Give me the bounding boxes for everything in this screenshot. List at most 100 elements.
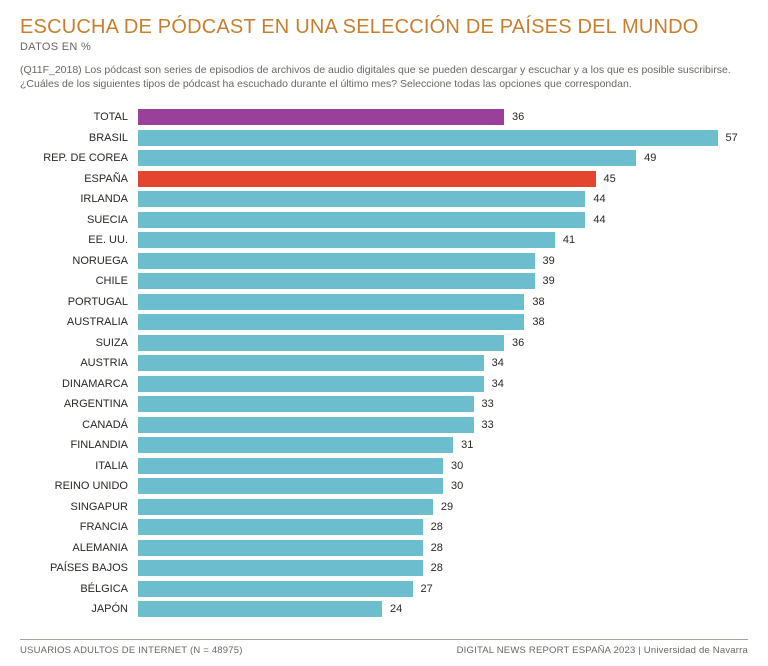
bar-area: 33 <box>138 396 748 412</box>
bar-row: REINO UNIDO 30 <box>20 476 748 496</box>
bar-label: BRASIL <box>20 132 138 144</box>
bar-area: 34 <box>138 376 748 392</box>
bar-label: FRANCIA <box>20 521 138 533</box>
bar <box>138 417 474 433</box>
bar <box>138 130 718 146</box>
bar <box>138 519 423 535</box>
bar-area: 38 <box>138 314 748 330</box>
bar-row: AUSTRIA34 <box>20 353 748 373</box>
bar <box>138 232 555 248</box>
bar-value: 28 <box>431 542 443 554</box>
bar <box>138 150 636 166</box>
bar-value: 33 <box>482 398 494 410</box>
bar-area: 45 <box>138 171 748 187</box>
bar <box>138 355 484 371</box>
bar-value: 38 <box>532 296 544 308</box>
bar-value: 28 <box>431 562 443 574</box>
bar-label: FINLANDIA <box>20 439 138 451</box>
bar-label: PORTUGAL <box>20 296 138 308</box>
bar-area: 34 <box>138 355 748 371</box>
bar-row: REP. DE COREA 49 <box>20 148 748 168</box>
bar-row: SUECIA44 <box>20 210 748 230</box>
bar-row: BRASIL 57 <box>20 128 748 148</box>
bar-area: 39 <box>138 253 748 269</box>
bar <box>138 335 504 351</box>
bar <box>138 458 443 474</box>
bar <box>138 273 535 289</box>
bar-row: FRANCIA 28 <box>20 517 748 537</box>
bar-area: 39 <box>138 273 748 289</box>
bar-area: 29 <box>138 499 748 515</box>
bar-value: 28 <box>431 521 443 533</box>
bar-row: JAPÓN 24 <box>20 599 748 619</box>
bar-label: DINAMARCA <box>20 378 138 390</box>
bar-value: 36 <box>512 337 524 349</box>
bar-label: PAÍSES BAJOS <box>20 562 138 574</box>
bar-label: ITALIA <box>20 460 138 472</box>
bar-value: 29 <box>441 501 453 513</box>
bar <box>138 396 474 412</box>
bar-label: REINO UNIDO <box>20 480 138 492</box>
bar-area: 44 <box>138 191 748 207</box>
bar-value: 44 <box>593 193 605 205</box>
bar-value: 39 <box>543 275 555 287</box>
bar-value: 36 <box>512 111 524 123</box>
bar-area: 33 <box>138 417 748 433</box>
bar <box>138 478 443 494</box>
bar <box>138 560 423 576</box>
bar-label: CHILE <box>20 275 138 287</box>
bar-label: SUIZA <box>20 337 138 349</box>
bar-row: DINAMARCA 34 <box>20 374 748 394</box>
bar-value: 57 <box>726 132 738 144</box>
bar-row: FINLANDIA31 <box>20 435 748 455</box>
bar <box>138 437 453 453</box>
bar-row: SUIZA 36 <box>20 333 748 353</box>
bar-value: 30 <box>451 480 463 492</box>
bar <box>138 191 585 207</box>
bar-value: 49 <box>644 152 656 164</box>
bar-value: 38 <box>532 316 544 328</box>
bar-value: 27 <box>421 583 433 595</box>
bar-area: 41 <box>138 232 748 248</box>
bar <box>138 212 585 228</box>
bar <box>138 294 524 310</box>
bar-value: 39 <box>543 255 555 267</box>
bar-row: CHILE 39 <box>20 271 748 291</box>
bar-value: 41 <box>563 234 575 246</box>
bar-row: TOTAL 36 <box>20 107 748 127</box>
bar-label: EE. UU. <box>20 234 138 246</box>
bar-value: 33 <box>482 419 494 431</box>
bar-area: 28 <box>138 560 748 576</box>
footer-right: DIGITAL NEWS REPORT ESPAÑA 2023 | Univer… <box>457 645 748 656</box>
bar-row: SINGAPUR 29 <box>20 497 748 517</box>
bar <box>138 314 524 330</box>
bar-area: 24 <box>138 601 748 617</box>
bar-label: AUSTRIA <box>20 357 138 369</box>
bar-label: ARGENTINA <box>20 398 138 410</box>
bar-row: NORUEGA39 <box>20 251 748 271</box>
bar-area: 57 <box>138 130 748 146</box>
bar-chart: TOTAL 36 BRASIL 57 REP. DE COREA 49 ESPAÑA 45 IR… <box>20 107 748 619</box>
bar <box>138 171 596 187</box>
bar-row: EE. UU. 41 <box>20 230 748 250</box>
bar-value: 24 <box>390 603 402 615</box>
bar-label: ESPAÑA <box>20 173 138 185</box>
bar-area: 31 <box>138 437 748 453</box>
bar-row: IRLANDA44 <box>20 189 748 209</box>
bar-label: SINGAPUR <box>20 501 138 513</box>
bar-row: PAÍSES BAJOS 28 <box>20 558 748 578</box>
bar-area: 36 <box>138 335 748 351</box>
bar-value: 45 <box>604 173 616 185</box>
bar-row: AUSTRALIA38 <box>20 312 748 332</box>
bar-label: CANADÁ <box>20 419 138 431</box>
bar-label: REP. DE COREA <box>20 152 138 164</box>
bar <box>138 581 413 597</box>
bar-value: 30 <box>451 460 463 472</box>
bar-value: 34 <box>492 378 504 390</box>
bar-label: JAPÓN <box>20 603 138 615</box>
bar-label: TOTAL <box>20 111 138 123</box>
bar-area: 30 <box>138 458 748 474</box>
bar-row: ARGENTINA 33 <box>20 394 748 414</box>
bar-area: 44 <box>138 212 748 228</box>
bar <box>138 253 535 269</box>
